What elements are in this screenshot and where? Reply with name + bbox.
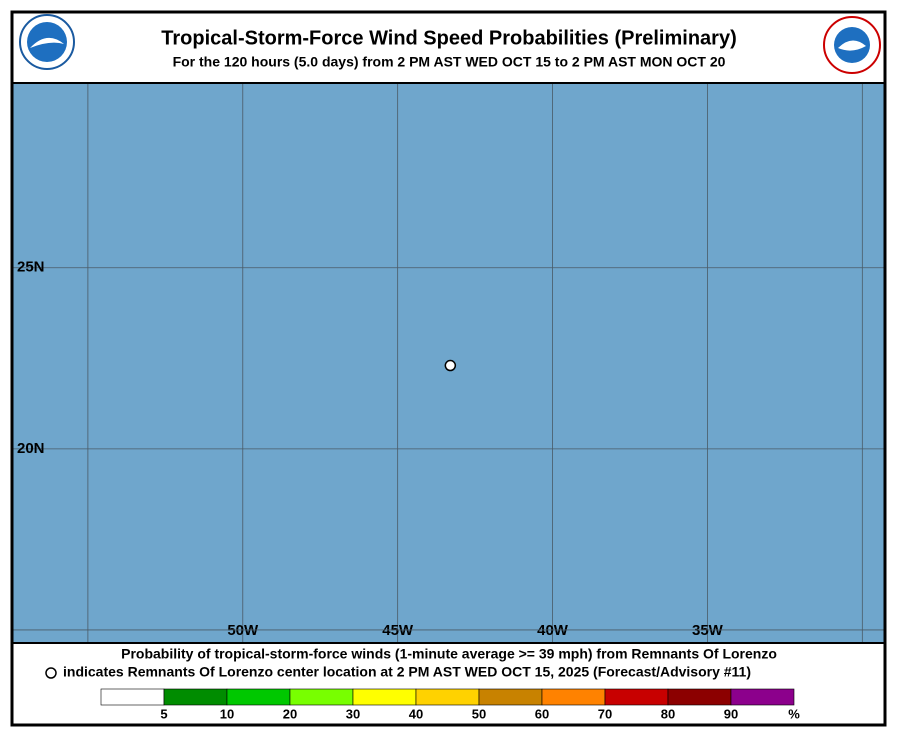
legend-swatch bbox=[604, 688, 669, 706]
legend-swatch bbox=[352, 688, 417, 706]
lon-label: 40W bbox=[537, 622, 569, 639]
legend-label: 40 bbox=[409, 706, 423, 721]
legend-label: 80 bbox=[661, 706, 675, 721]
legend-swatch bbox=[415, 688, 480, 706]
lon-label: 50W bbox=[227, 622, 259, 639]
legend-swatch bbox=[730, 688, 795, 706]
lon-label: 45W bbox=[382, 622, 414, 639]
lat-label: 25N bbox=[17, 259, 45, 276]
legend-swatch bbox=[478, 688, 543, 706]
legend-label: 30 bbox=[346, 706, 360, 721]
subtitle: For the 120 hours (5.0 days) from 2 PM A… bbox=[173, 54, 726, 70]
center-symbol bbox=[45, 667, 57, 679]
noaa-logo bbox=[19, 14, 75, 70]
legend-swatch bbox=[100, 688, 165, 706]
legend-label: 5 bbox=[160, 706, 167, 721]
legend-swatch bbox=[163, 688, 228, 706]
legend-unit: % bbox=[788, 706, 800, 721]
nws-logo bbox=[823, 16, 881, 74]
lon-label: 35W bbox=[692, 622, 724, 639]
legend-label: 10 bbox=[220, 706, 234, 721]
legend-swatch bbox=[226, 688, 291, 706]
storm-center bbox=[444, 359, 457, 372]
legend-swatch bbox=[667, 688, 732, 706]
legend-swatch bbox=[541, 688, 606, 706]
legend-swatch bbox=[289, 688, 354, 706]
legend-label: 20 bbox=[283, 706, 297, 721]
frame bbox=[10, 10, 887, 727]
footer-line: Probability of tropical-storm-force wind… bbox=[121, 646, 777, 662]
legend-label: 90 bbox=[724, 706, 738, 721]
footer-line: indicates Remnants Of Lorenzo center loc… bbox=[63, 664, 751, 680]
legend-label: 70 bbox=[598, 706, 612, 721]
legend-label: 60 bbox=[535, 706, 549, 721]
legend-label: 50 bbox=[472, 706, 486, 721]
lat-label: 20N bbox=[17, 440, 45, 457]
title: Tropical-Storm-Force Wind Speed Probabil… bbox=[161, 27, 737, 49]
